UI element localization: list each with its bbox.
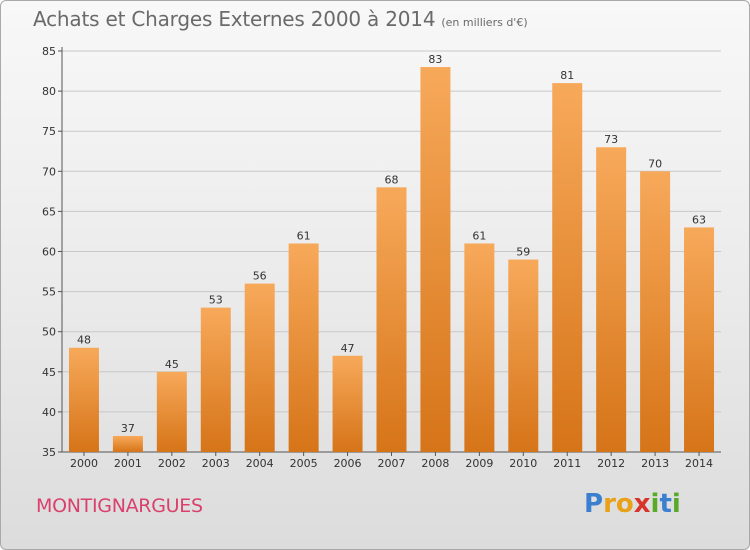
value-label-2005: 61 [297,229,311,242]
bar-2006 [332,355,363,452]
y-tick-label: 55 [42,286,56,299]
value-label-2012: 73 [604,133,618,146]
value-label-2003: 53 [209,294,223,307]
logo-letter: i [650,489,660,519]
bar-2012 [596,147,627,453]
x-tick-label-2001: 2001 [114,457,142,470]
value-label-2009: 61 [472,229,486,242]
y-tick-label: 85 [42,45,56,58]
x-tick-label-2006: 2006 [334,457,362,470]
logo-letter: i [671,489,681,519]
y-tick-label: 70 [42,165,56,178]
y-tick-label: 75 [42,125,56,138]
bar-2013 [640,171,671,453]
value-label-2006: 47 [341,342,355,355]
bar-2005 [288,243,319,452]
logo-letter: r [603,489,616,519]
commune-name: MONTIGNARGUES [36,495,203,517]
logo-letter: P [584,489,604,519]
x-tick-label-2008: 2008 [421,457,449,470]
bar-2008 [420,67,451,452]
y-tick-label: 60 [42,246,56,259]
bar-2010 [508,259,539,452]
bar-2003 [200,307,231,452]
chart-title-block: Achats et Charges Externes 2000 à 2014 (e… [33,7,528,31]
value-label-2007: 68 [385,173,399,186]
value-label-2010: 59 [516,246,530,259]
x-tick-label-2002: 2002 [158,457,186,470]
y-tick-label: 50 [42,326,56,339]
chart-title: Achats et Charges Externes 2000 à 2014 [33,7,436,31]
bar-2007 [376,187,407,452]
logo-letter: t [659,489,672,519]
logo-letter: x [633,489,651,519]
y-tick-label: 40 [42,406,56,419]
y-tick-label: 35 [42,446,56,459]
x-tick-label-2010: 2010 [509,457,537,470]
value-label-2013: 70 [648,157,662,170]
x-tick-label-2007: 2007 [378,457,406,470]
y-tick-label: 65 [42,205,56,218]
value-label-2011: 81 [560,69,574,82]
bars [68,67,715,453]
x-tick-label-2000: 2000 [70,457,98,470]
x-tick-label-2013: 2013 [641,457,669,470]
value-label-2001: 37 [121,422,135,435]
bar-2001 [112,435,143,452]
chart-subtitle: (en milliers d'€) [441,16,528,29]
proxiti-logo: Proxiti [584,489,681,519]
y-tick-label: 80 [42,85,56,98]
bar-2002 [156,371,187,452]
value-label-2004: 56 [253,270,267,283]
bar-2000 [68,347,99,452]
value-label-2014: 63 [692,213,706,226]
value-label-2000: 48 [77,334,91,347]
x-tick-label-2005: 2005 [290,457,318,470]
y-tick-label: 45 [42,366,56,379]
x-tick-label-2014: 2014 [685,457,713,470]
value-labels: 48 37 45 53 56 61 47 68 83 61 59 81 73 70 63 [77,53,706,435]
bar-2004 [244,283,275,452]
logo-letter: o [615,489,634,519]
x-tick-label-2012: 2012 [597,457,625,470]
value-label-2002: 45 [165,358,179,371]
x-tick-label-2004: 2004 [246,457,274,470]
value-label-2008: 83 [428,53,442,66]
bar-2009 [464,243,495,452]
bar-2011 [552,83,583,452]
x-tick-label-2009: 2009 [465,457,493,470]
x-tick-label-2003: 2003 [202,457,230,470]
bar-2014 [684,227,715,452]
x-tick-label-2011: 2011 [553,457,581,470]
